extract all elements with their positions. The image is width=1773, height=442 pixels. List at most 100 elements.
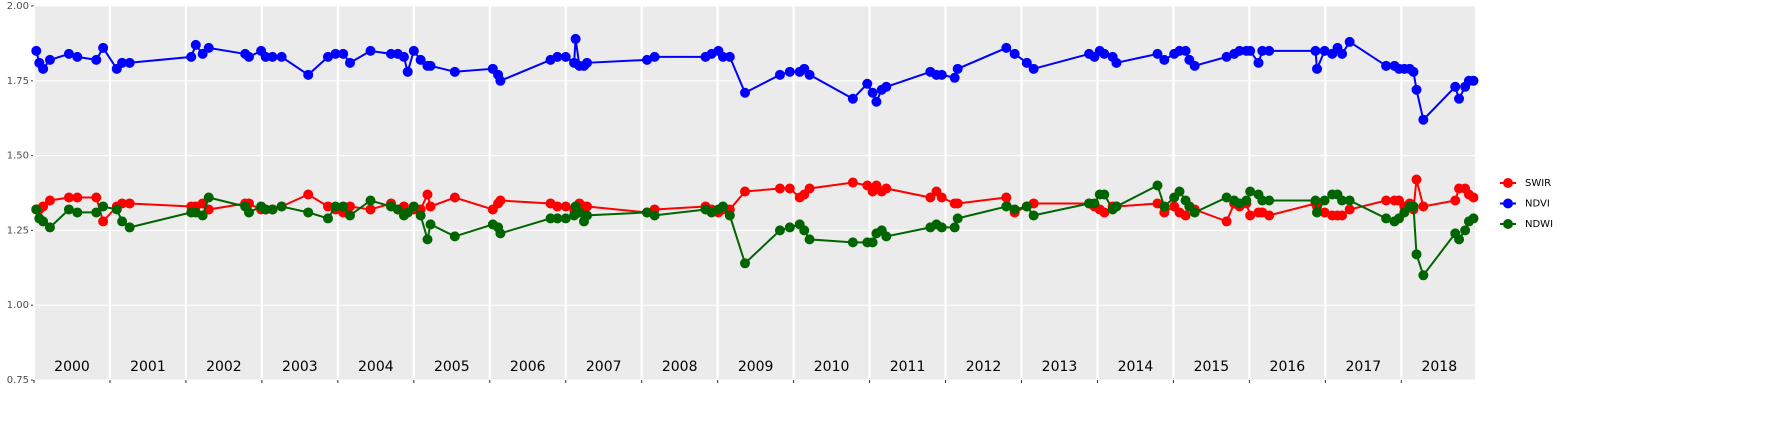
series-point — [649, 210, 660, 221]
series-point — [1411, 174, 1422, 185]
series-point — [1468, 213, 1479, 224]
series-point — [98, 42, 109, 53]
series-point — [44, 195, 55, 206]
series-point — [642, 54, 653, 65]
series-point — [1152, 48, 1163, 59]
series-point — [63, 204, 74, 215]
series-point — [724, 210, 735, 221]
series-point — [574, 207, 585, 218]
series-point — [881, 231, 892, 242]
series-point — [449, 231, 460, 242]
series-point — [1028, 63, 1039, 74]
series-point — [276, 51, 287, 62]
year-label: 2015 — [1194, 359, 1230, 375]
series-point — [560, 51, 571, 62]
series-point — [847, 93, 858, 104]
year-label: 2003 — [282, 359, 318, 375]
series-point — [1253, 57, 1264, 68]
series-point — [44, 54, 55, 65]
series-point — [415, 54, 426, 65]
year-label: 2002 — [206, 359, 242, 375]
series-point — [1099, 48, 1110, 59]
series-point — [98, 201, 109, 212]
series-point — [1264, 210, 1275, 221]
series-point — [449, 192, 460, 203]
series-point — [330, 48, 341, 59]
series-point — [847, 237, 858, 248]
series-point — [871, 96, 882, 107]
series-point — [31, 45, 42, 56]
series-point — [267, 204, 278, 215]
series-point — [267, 51, 278, 62]
series-point — [740, 87, 751, 98]
y-tick-label: 0.75 — [7, 375, 29, 386]
series-point — [1221, 51, 1232, 62]
legend-label: SWIR — [1525, 178, 1551, 189]
y-tick-label: 1.00 — [7, 300, 29, 311]
year-label: 2001 — [130, 359, 166, 375]
series-point — [425, 219, 436, 230]
series-point — [365, 195, 376, 206]
series-point — [1264, 195, 1275, 206]
series-point — [322, 213, 333, 224]
series-point — [1221, 216, 1232, 227]
year-label: 2018 — [1421, 359, 1457, 375]
series-point — [740, 258, 751, 269]
year-label: 2000 — [54, 359, 90, 375]
series-point — [862, 78, 873, 89]
year-label: 2004 — [358, 359, 394, 375]
series-point — [338, 48, 349, 59]
series-point — [1089, 198, 1100, 209]
series-point — [186, 51, 197, 62]
series-point — [881, 81, 892, 92]
series-point — [1337, 195, 1348, 206]
series-point — [190, 39, 201, 50]
series-point — [243, 207, 254, 218]
series-point — [1319, 207, 1330, 218]
series-point — [774, 183, 785, 194]
series-point — [1310, 45, 1321, 56]
series-point — [952, 198, 963, 209]
series-point — [724, 51, 735, 62]
series-point — [117, 57, 128, 68]
series-point — [1411, 249, 1422, 260]
series-point — [91, 54, 102, 65]
series-point — [243, 51, 254, 62]
series-point — [345, 210, 356, 221]
series-point — [124, 222, 135, 233]
series-point — [1111, 57, 1122, 68]
series-point — [203, 192, 214, 203]
series-point — [1411, 84, 1422, 95]
series-point — [560, 201, 571, 212]
series-point — [124, 198, 135, 209]
series-point — [740, 186, 751, 197]
series-point — [1310, 195, 1321, 206]
series-point — [784, 66, 795, 77]
series-point — [365, 204, 376, 215]
series-point — [1337, 210, 1348, 221]
series-point — [1234, 45, 1245, 56]
series-point — [552, 201, 563, 212]
series-point — [881, 183, 892, 194]
series-point — [582, 210, 593, 221]
series-point — [1159, 201, 1170, 212]
series-point — [72, 51, 83, 62]
series-point — [91, 192, 102, 203]
series-point — [936, 222, 947, 233]
series-point — [415, 210, 426, 221]
series-point — [582, 57, 593, 68]
series-point — [1221, 192, 1232, 203]
series-point — [1454, 234, 1465, 245]
series-point — [784, 222, 795, 233]
series-point — [63, 192, 74, 203]
series-point — [386, 48, 397, 59]
series-point — [1111, 201, 1122, 212]
series-point — [398, 51, 409, 62]
year-label: 2014 — [1118, 359, 1154, 375]
series-point — [1319, 195, 1330, 206]
series-point — [38, 63, 49, 74]
series-point — [949, 72, 960, 83]
series-point — [649, 51, 660, 62]
series-point — [1189, 60, 1200, 71]
